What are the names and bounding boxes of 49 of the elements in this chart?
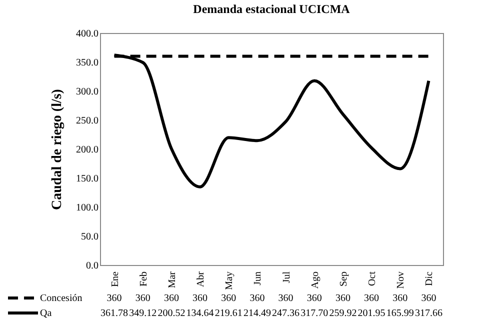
data-label: 165.99 (386, 308, 414, 319)
x-tick-label: Feb (138, 272, 150, 286)
y-axis-title: Caudal de riego (l/s) (50, 88, 65, 210)
x-tick-label: Abr (196, 270, 207, 288)
x-tick-label: Jun (252, 272, 264, 286)
data-label: 317.70 (300, 308, 328, 319)
data-label: 214.49 (243, 308, 271, 319)
data-label: 360 (192, 293, 208, 304)
y-tick-label: 0.0 (86, 260, 98, 272)
data-label: 349.12 (129, 308, 157, 319)
legend-label: Concesión (40, 293, 82, 304)
data-label: 360 (164, 293, 179, 304)
y-tick-label: 100.0 (76, 202, 98, 214)
chart-title: Demanda estacional UCICMA (193, 2, 350, 16)
data-label: 317.66 (414, 308, 442, 319)
data-label: 360 (278, 293, 294, 304)
data-label: 360 (421, 293, 436, 304)
data-label: 361.78 (100, 308, 128, 319)
legend-label: Qa (40, 308, 52, 319)
x-tick-label: Oct (367, 271, 378, 286)
x-tick-label: Mar (166, 270, 178, 288)
data-label: 360 (392, 293, 408, 304)
data-label: 360 (335, 293, 350, 304)
y-tick-label: 50.0 (81, 232, 98, 242)
data-label: 200.52 (158, 308, 186, 319)
y-tick-label: 250.0 (76, 116, 98, 126)
x-tick-label: Ene (110, 270, 121, 288)
data-label: 134.64 (186, 308, 214, 319)
x-tick-label: Nov (396, 272, 407, 289)
data-label: 360 (250, 293, 265, 304)
y-tick-label: 400.0 (76, 28, 98, 40)
x-tick-label: May (224, 272, 236, 290)
data-label: 201.95 (358, 308, 386, 319)
data-label: 360 (106, 293, 122, 304)
data-label: 360 (306, 293, 322, 304)
data-label: 247.36 (272, 308, 300, 319)
y-tick-label: 150.0 (76, 174, 98, 184)
y-tick-label: 200.0 (76, 144, 98, 156)
data-label: 219.61 (214, 308, 242, 319)
x-tick-label: Jul (281, 271, 292, 284)
data-label: 259.92 (329, 308, 357, 319)
x-tick-label: Ago (310, 272, 321, 289)
data-label: 360 (135, 293, 150, 304)
data-label: 360 (364, 293, 380, 304)
x-tick-label: Dic (424, 270, 436, 286)
y-tick-label: 300.0 (76, 86, 98, 98)
x-tick-label: Sep (338, 272, 350, 286)
data-label: 360 (221, 293, 236, 304)
y-tick-label: 350.0 (76, 58, 98, 68)
